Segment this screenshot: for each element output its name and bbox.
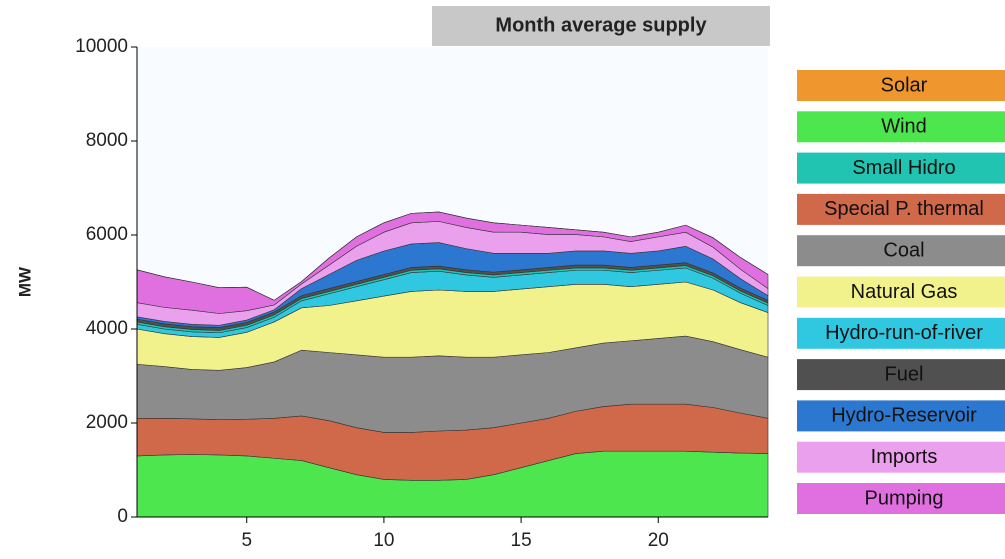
legend-swatch <box>797 400 1005 432</box>
legend-label: Small Hidro <box>852 157 955 179</box>
title-box <box>432 6 770 46</box>
legend-label: Fuel <box>885 363 924 385</box>
x-tick-label: 10 <box>373 530 394 551</box>
y-tick-label: 0 <box>117 506 128 527</box>
legend-swatch <box>797 441 1005 473</box>
legend-swatch <box>797 70 1005 101</box>
legend-swatch <box>797 235 1005 267</box>
y-axis-label: MW <box>15 266 34 297</box>
x-tick-label: 20 <box>648 530 669 551</box>
x-tick-label: 5 <box>241 530 252 551</box>
y-tick-label: 4000 <box>86 318 128 339</box>
legend-label: Imports <box>871 446 938 468</box>
chart-title: Month average supply <box>495 14 707 36</box>
legend-label: Solar <box>881 74 928 96</box>
legend-swatch <box>797 152 1005 184</box>
y-tick-label: 8000 <box>86 130 128 151</box>
legend-label: Natural Gas <box>851 281 958 303</box>
legend-label: Pumping <box>865 487 944 509</box>
legend-swatch <box>797 111 1005 143</box>
legend-swatch <box>797 359 1005 391</box>
legend-label: Hydro-run-of-river <box>825 322 983 344</box>
y-tick-label: 2000 <box>86 412 128 433</box>
legend-swatch <box>797 317 1005 349</box>
legend-swatch <box>797 193 1005 225</box>
y-tick-label: 6000 <box>86 224 128 245</box>
legend-swatch <box>797 276 1005 308</box>
y-tick-label: 10000 <box>75 36 128 57</box>
legend-label: Special P. thermal <box>824 198 984 220</box>
area <box>136 211 769 301</box>
legend-label: Hydro-Reservoir <box>831 405 977 427</box>
legend-label: Wind <box>881 116 927 138</box>
x-tick-label: 15 <box>511 530 532 551</box>
legend-label: Coal <box>883 239 924 261</box>
legend-swatch <box>797 483 1005 514</box>
